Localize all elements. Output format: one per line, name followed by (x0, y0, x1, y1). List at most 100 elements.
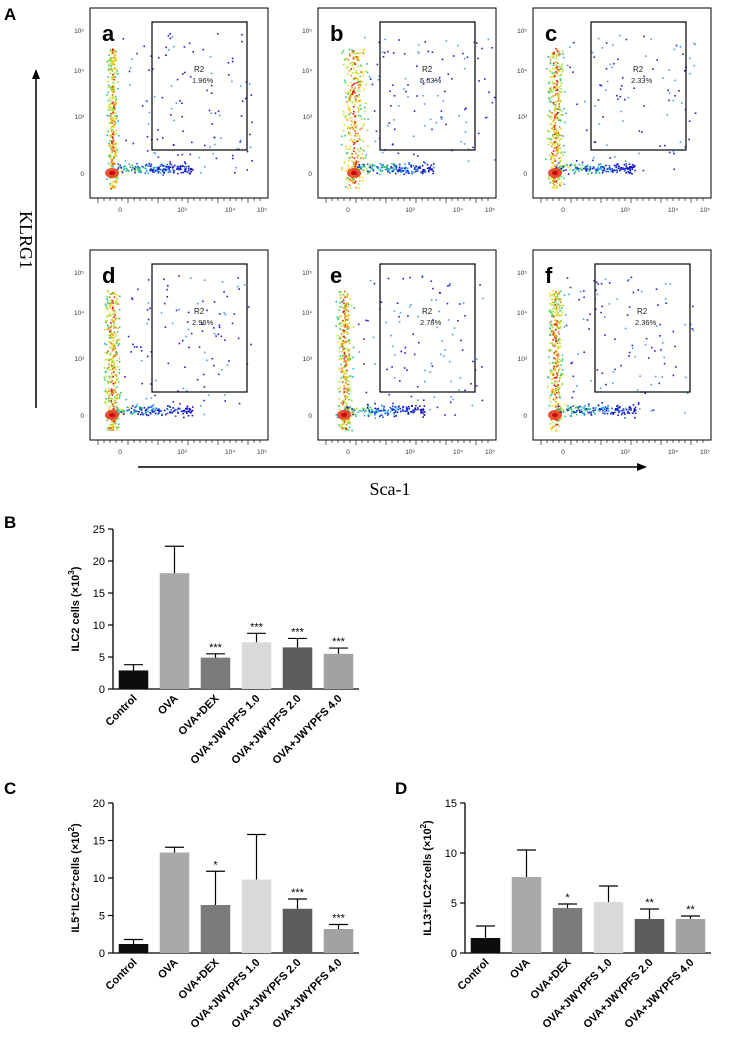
event-dot (402, 406, 404, 409)
event-dot (361, 149, 363, 151)
event-dot (553, 119, 556, 121)
event-dot (123, 167, 126, 170)
event-dot (118, 338, 121, 341)
event-dot (623, 413, 626, 415)
event-dot (383, 409, 385, 411)
event-dot (352, 78, 355, 80)
event-dot (463, 67, 466, 70)
event-dot (551, 301, 554, 304)
event-dot (386, 368, 388, 371)
event-dot (628, 167, 631, 170)
event-dot (116, 407, 118, 409)
event-dot (110, 427, 112, 429)
event-dot (114, 325, 116, 328)
event-dot (236, 147, 238, 150)
event-dot (576, 103, 578, 106)
event-dot (598, 410, 601, 412)
event-dot (485, 116, 487, 119)
event-dot (183, 166, 186, 168)
event-dot (348, 314, 350, 317)
event-dot (578, 168, 580, 170)
plot-letter: a (102, 21, 115, 46)
event-dot (560, 157, 562, 159)
event-dot (109, 156, 112, 159)
event-dot (460, 140, 462, 143)
event-dot (549, 137, 552, 140)
event-dot (621, 168, 624, 170)
event-dot (108, 296, 111, 298)
event-dot (548, 97, 551, 100)
event-dot (368, 76, 371, 78)
event-dot (346, 369, 348, 372)
event-dot (552, 343, 554, 345)
event-dot (550, 310, 553, 313)
event-dot (181, 410, 184, 413)
event-dot (350, 94, 353, 97)
event-dot (115, 300, 117, 303)
event-dot (599, 84, 601, 86)
event-dot (111, 187, 113, 189)
event-dot (347, 306, 349, 308)
event-dot (601, 305, 603, 308)
event-dot (557, 97, 560, 100)
event-dot (559, 338, 562, 341)
event-dot (554, 101, 557, 103)
plot-letter: c (545, 21, 557, 46)
event-dot (627, 410, 629, 413)
event-dot (131, 405, 134, 407)
event-dot (554, 124, 556, 127)
event-dot (169, 163, 172, 165)
event-dot (402, 170, 405, 172)
gate-name-label: R2 (194, 307, 205, 316)
event-dot (569, 46, 571, 48)
event-dot (684, 108, 686, 111)
event-dot (625, 163, 628, 165)
event-dot (224, 313, 227, 316)
event-dot (555, 396, 558, 399)
event-dot (113, 107, 115, 109)
event-dot (186, 171, 189, 173)
event-dot (163, 278, 165, 281)
event-dot (173, 45, 175, 48)
event-dot (112, 166, 114, 168)
event-dot (421, 276, 424, 278)
event-dot (353, 89, 356, 92)
event-dot (347, 390, 350, 392)
event-dot (488, 91, 490, 94)
event-dot (173, 170, 176, 172)
event-dot (487, 38, 490, 41)
event-dot (143, 407, 146, 409)
event-dot (114, 154, 117, 157)
event-dot (153, 171, 155, 173)
event-dot (415, 404, 417, 407)
event-dot (116, 426, 119, 429)
event-dot (117, 168, 119, 170)
event-dot (659, 335, 661, 337)
event-dot (168, 168, 170, 171)
event-dot (109, 376, 112, 379)
event-dot (551, 80, 554, 83)
event-dot (196, 378, 199, 381)
event-dot (349, 157, 351, 159)
event-dot (560, 88, 563, 90)
event-dot (353, 138, 356, 141)
event-dot (250, 94, 253, 96)
event-dot (353, 129, 355, 132)
event-dot (114, 117, 117, 120)
event-dot (557, 119, 560, 122)
event-dot (577, 407, 580, 409)
event-dot (151, 169, 153, 172)
event-dot (563, 169, 565, 172)
event-dot (367, 118, 369, 121)
event-dot (355, 140, 357, 143)
event-dot (386, 165, 389, 167)
event-dot (692, 305, 694, 308)
gate-name-label: R2 (422, 65, 433, 74)
event-dot (555, 180, 558, 182)
event-dot (555, 334, 557, 337)
event-dot (382, 416, 384, 418)
event-dot (424, 380, 426, 383)
event-dot (131, 413, 133, 415)
event-dot (336, 416, 339, 419)
event-dot (112, 300, 114, 302)
